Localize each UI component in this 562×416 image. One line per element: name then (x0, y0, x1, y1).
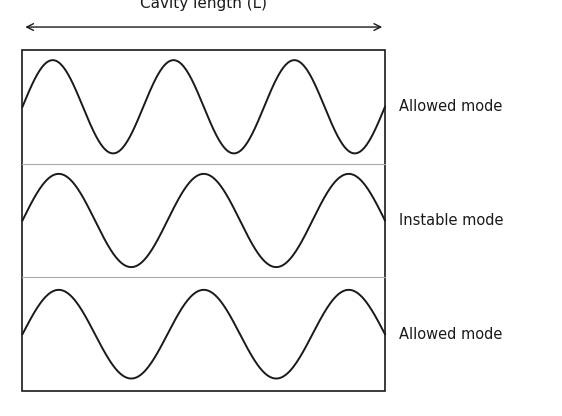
Bar (22, 50, 385, 391)
Text: Allowed mode: Allowed mode (399, 327, 502, 342)
Text: Allowed mode: Allowed mode (399, 99, 502, 114)
Text: Cavity length (L): Cavity length (L) (140, 0, 267, 11)
Text: Instable mode: Instable mode (399, 213, 504, 228)
